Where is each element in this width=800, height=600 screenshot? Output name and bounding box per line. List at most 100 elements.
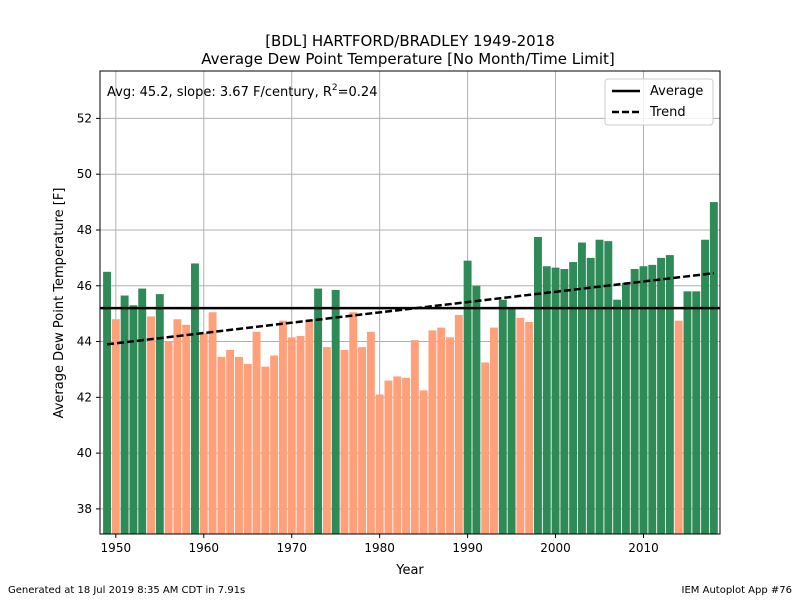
y-tick-label: 38 (77, 502, 92, 516)
reference-lines (100, 271, 720, 346)
y-axis-ticks: 38 40 42 44 46 48 50 52 (77, 111, 100, 516)
x-tick-label: 1980 (364, 541, 395, 555)
x-tick-label: 1970 (276, 541, 307, 555)
bar-1977 (349, 312, 358, 534)
bar-1954 (147, 316, 155, 534)
bar-1969 (278, 320, 287, 534)
x-tick-label: 1950 (101, 541, 132, 555)
bar-1982 (393, 376, 402, 534)
bar-1998 (534, 236, 542, 534)
legend-trend-label: Trend (649, 105, 686, 120)
legend: Average Trend (604, 78, 714, 126)
footer-app-text: IEM Autoplot App #76 (681, 585, 792, 596)
bar-1983 (402, 377, 410, 534)
chart-title-line1: [BDL] HARTFORD/BRADLEY 1949-2018 (265, 32, 555, 50)
bar-1978 (358, 347, 367, 534)
bar-2014 (674, 320, 683, 534)
bar-1951 (120, 295, 129, 534)
bar-1972 (305, 319, 314, 534)
bar-1987 (437, 327, 446, 534)
bar-2005 (595, 239, 604, 535)
footer-generated-text: Generated at 18 Jul 2019 8:35 AM CDT in … (8, 585, 246, 596)
x-tick-label: 1990 (452, 541, 483, 555)
bar-1984 (410, 340, 419, 534)
bar-1993 (490, 327, 498, 534)
x-axis-label: Year (395, 563, 424, 578)
bar-1988 (446, 337, 454, 534)
bar-2016 (692, 291, 701, 534)
bar-1953 (138, 288, 147, 534)
bar-1981 (384, 380, 393, 534)
bar-1958 (182, 324, 191, 534)
bar-2004 (586, 257, 595, 534)
bar-2006 (604, 241, 613, 534)
bar-1967 (261, 366, 270, 534)
bar-1968 (270, 355, 279, 534)
chart-title-line2: Average Dew Point Temperature [No Month/… (201, 50, 615, 68)
bar-1991 (472, 285, 481, 534)
trend-line (106, 271, 714, 346)
y-axis-label: Average Dew Point Temperature [F] (52, 188, 67, 419)
bar-1995 (507, 308, 516, 534)
bar-2008 (621, 282, 630, 534)
y-tick-label: 40 (77, 446, 92, 460)
bar-2003 (577, 242, 586, 534)
bar-1996 (516, 317, 525, 534)
y-tick-label: 44 (77, 335, 92, 349)
bar-1950 (111, 319, 120, 534)
bar-1965 (243, 363, 252, 534)
bar-1955 (155, 294, 164, 534)
bar-1985 (419, 390, 428, 534)
bar-2007 (613, 299, 622, 534)
bar-1986 (428, 330, 437, 534)
bar-1973 (314, 288, 323, 534)
bar-1962 (217, 356, 226, 534)
bar-1957 (173, 319, 182, 534)
bar-1975 (331, 289, 340, 534)
bar-1956 (164, 341, 173, 534)
bar-1997 (525, 322, 534, 534)
bar-1963 (226, 349, 235, 534)
bar-1970 (287, 337, 296, 534)
bar-1989 (454, 315, 463, 534)
bar-1964 (234, 356, 243, 534)
bar-2015 (683, 291, 692, 534)
bar-2013 (665, 255, 674, 534)
bar-1994 (498, 299, 507, 534)
bar-2001 (560, 269, 569, 534)
y-tick-label: 42 (77, 390, 92, 404)
bar-1979 (366, 331, 375, 534)
plot-frame (99, 70, 721, 535)
bar-1949 (103, 271, 111, 534)
bar-2012 (657, 257, 666, 534)
y-tick-label: 46 (77, 279, 92, 293)
stats-annotation-superscript: 2 (332, 83, 338, 93)
bar-2010 (639, 266, 648, 534)
y-tick-label: 50 (77, 167, 92, 181)
stats-annotation-prefix: Avg: 45.2, slope: 3.67 F/century, R (107, 85, 332, 100)
bar-2018 (709, 202, 718, 534)
bar-1992 (481, 362, 490, 534)
bar-1999 (542, 266, 551, 534)
bar-1966 (252, 331, 261, 534)
bar-1990 (463, 260, 472, 534)
bar-1960 (199, 333, 208, 534)
x-tick-label: 2000 (540, 541, 571, 555)
legend-average-label: Average (650, 84, 703, 99)
y-tick-label: 52 (77, 111, 92, 125)
bar-1971 (296, 335, 305, 534)
x-tick-label: 1960 (188, 541, 219, 555)
y-tick-label: 48 (77, 223, 92, 237)
stats-annotation-suffix: =0.24 (338, 85, 378, 100)
stats-annotation: Avg: 45.2, slope: 3.67 F/century, R2=0.2… (107, 83, 377, 100)
bar-2002 (569, 262, 578, 534)
bar-1976 (340, 349, 349, 534)
bar-2000 (551, 267, 560, 534)
x-tick-label: 2010 (628, 541, 659, 555)
bar-1980 (375, 394, 384, 534)
bar-1959 (191, 263, 199, 534)
bar-1961 (208, 312, 217, 534)
bars (103, 202, 718, 535)
x-axis-ticks: 1950 1960 1970 1980 1990 2000 2010 (101, 534, 659, 555)
